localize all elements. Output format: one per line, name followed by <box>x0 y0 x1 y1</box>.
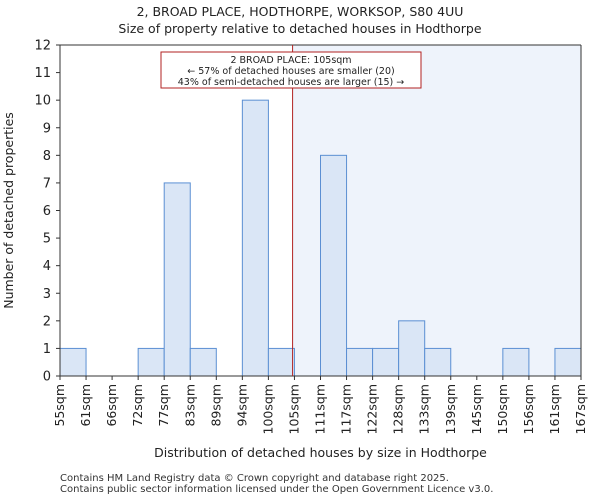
bar-117sqm <box>346 347 374 377</box>
x-tick-label: 61sqm <box>78 384 93 427</box>
x-tick-label: 156sqm <box>521 384 536 434</box>
x-tick-label: 72sqm <box>130 384 145 427</box>
x-tick-label: 89sqm <box>208 384 223 427</box>
x-tick-label: 66sqm <box>104 384 119 427</box>
y-tick-label: 5 <box>43 232 51 247</box>
x-tick-label: 139sqm <box>443 384 458 434</box>
x-tick-label: 128sqm <box>391 384 406 434</box>
x-tick-label: 117sqm <box>339 384 354 434</box>
bar-100sqm <box>267 347 295 377</box>
x-tick-label: 111sqm <box>313 384 328 434</box>
y-tick-label: 3 <box>43 287 51 302</box>
x-tick-label: 161sqm <box>547 384 562 434</box>
bar-94sqm <box>241 99 269 377</box>
bar-111sqm <box>320 154 348 377</box>
x-tick-label: 83sqm <box>182 384 197 427</box>
x-tick-label: 94sqm <box>234 384 249 427</box>
y-tick-label: 0 <box>43 370 51 385</box>
annotation-box <box>160 51 422 89</box>
y-tick-label: 7 <box>43 176 51 191</box>
y-tick-label: 6 <box>43 204 51 219</box>
chart-title: 2, BROAD PLACE, HODTHORPE, WORKSOP, S80 … <box>136 4 464 19</box>
y-tick-label: 10 <box>34 94 51 109</box>
y-tick-label: 9 <box>43 121 51 136</box>
annotation-line-2: ← 57% of detached houses are smaller (20… <box>187 66 394 77</box>
x-tick-label: 145sqm <box>469 384 484 434</box>
annotation-line-1: 2 BROAD PLACE: 105sqm <box>230 55 351 66</box>
y-tick-label: 1 <box>43 342 51 357</box>
y-tick-label: 4 <box>43 259 51 274</box>
bar-83sqm <box>189 347 217 377</box>
bar-77sqm <box>163 182 191 377</box>
footer-copyright: Contains HM Land Registry data © Crown c… <box>60 473 449 484</box>
x-tick-label: 122sqm <box>365 384 380 434</box>
y-axis-label: Number of detached properties <box>1 112 16 309</box>
chart-subtitle: Size of property relative to detached ho… <box>118 21 482 36</box>
bar-161sqm <box>554 347 582 377</box>
annotation-line-3: 43% of semi-detached houses are larger (… <box>178 77 405 88</box>
x-tick-label: 55sqm <box>52 384 67 427</box>
x-tick-label: 133sqm <box>417 384 432 434</box>
bar-133sqm <box>424 347 452 377</box>
y-tick-label: 8 <box>43 149 51 164</box>
bar-55sqm <box>59 347 87 377</box>
bar-150sqm <box>502 347 530 377</box>
bar-72sqm <box>137 347 165 377</box>
x-tick-label: 150sqm <box>495 384 510 434</box>
footer-licence: Contains public sector information licen… <box>60 484 494 495</box>
bar-122sqm <box>372 347 400 377</box>
y-tick-label: 2 <box>43 314 51 329</box>
x-axis-label: Distribution of detached houses by size … <box>154 445 487 460</box>
y-tick-label: 11 <box>34 66 51 81</box>
y-tick-label: 12 <box>34 39 51 54</box>
x-tick-label: 100sqm <box>260 384 275 434</box>
x-tick-label: 105sqm <box>286 384 301 434</box>
x-tick-label: 167sqm <box>573 384 588 434</box>
bar-128sqm <box>398 320 426 377</box>
x-tick-label: 77sqm <box>156 384 171 427</box>
